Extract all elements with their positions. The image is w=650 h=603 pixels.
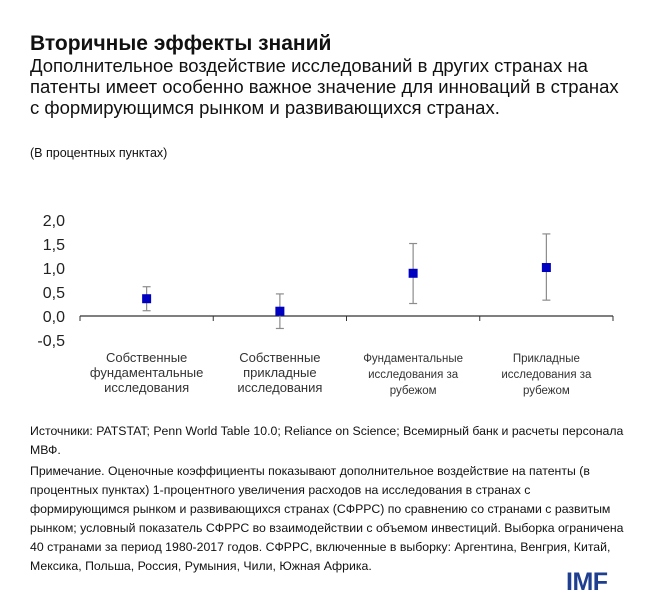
x-category-label: фундаментальные bbox=[90, 365, 204, 380]
data-point bbox=[275, 306, 285, 316]
x-category-label: исследования bbox=[237, 380, 322, 395]
y-tick-label: -0,5 bbox=[37, 333, 65, 350]
x-category-label: Собственные bbox=[106, 350, 187, 365]
data-point bbox=[541, 263, 551, 273]
y-tick-label: 2,0 bbox=[43, 213, 65, 230]
x-category-label: рубежом bbox=[523, 385, 570, 397]
notes: Источники: PATSTAT; Penn World Table 10.… bbox=[30, 422, 630, 578]
y-tick-label: 0,5 bbox=[43, 285, 65, 302]
x-category-label: исследования за bbox=[368, 369, 459, 381]
units-label: (В процентных пунктах) bbox=[30, 146, 168, 160]
x-category-label: исследования bbox=[104, 380, 189, 395]
y-tick-label: 0,0 bbox=[43, 309, 65, 326]
y-tick-label: 1,5 bbox=[43, 237, 65, 254]
x-category-label: Прикладные bbox=[513, 353, 580, 365]
chart-title: Вторичные эффекты знаний bbox=[30, 32, 332, 55]
imf-logo: IMF bbox=[566, 568, 608, 596]
x-category-label: прикладные bbox=[243, 365, 317, 380]
sources-text: Источники: PATSTAT; Penn World Table 10.… bbox=[30, 424, 624, 457]
x-category-label: рубежом bbox=[390, 385, 437, 397]
y-tick-label: 1,0 bbox=[43, 261, 65, 278]
x-category-label: Собственные bbox=[239, 350, 320, 365]
data-point bbox=[408, 268, 418, 278]
x-category-label: Фундаментальные bbox=[363, 353, 463, 365]
x-category-label: исследования за bbox=[501, 369, 592, 381]
note-text: Примечание. Оценочные коэффициенты показ… bbox=[30, 464, 624, 573]
data-point bbox=[142, 294, 152, 304]
chart-subtitle: Дополнительное воздействие исследований … bbox=[30, 55, 619, 118]
chart-plot: 2,01,51,00,50,0-0,5Собственныефундамента… bbox=[37, 213, 614, 397]
